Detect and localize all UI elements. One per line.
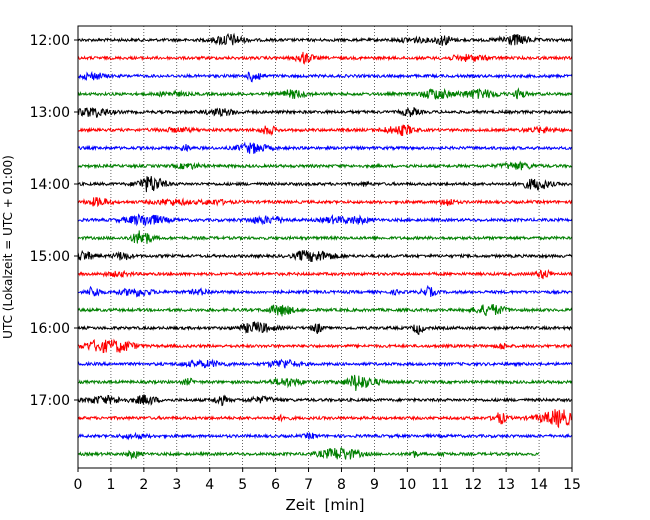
trace-1745 <box>77 446 540 460</box>
x-tick-label-13: 13 <box>497 477 515 493</box>
trace-1300 <box>77 106 573 118</box>
x-tick-label-9: 9 <box>370 477 379 493</box>
trace-1415 <box>77 197 573 208</box>
x-tick-label-6: 6 <box>271 477 280 493</box>
x-tick-label-7: 7 <box>304 477 313 493</box>
y-axis-label: UTC (Lokalzeit = UTC + 01:00) <box>1 155 15 339</box>
trace-1545 <box>77 304 573 317</box>
y-tick-label-5: 17:00 <box>30 393 70 409</box>
x-tick-label-14: 14 <box>530 477 548 493</box>
x-tick-label-12: 12 <box>464 477 482 493</box>
trace-1330 <box>77 141 573 154</box>
x-axis-ticks: 0 1 2 3 4 5 6 7 8 9 10 11 12 13 14 15 <box>74 468 581 493</box>
trace-1400 <box>77 176 573 193</box>
trace-1600 <box>77 321 573 336</box>
y-tick-label-1: 13:00 <box>30 105 70 121</box>
x-tick-label-10: 10 <box>398 477 416 493</box>
seismogram-traces <box>77 32 573 460</box>
trace-1615 <box>77 338 572 354</box>
trace-1500 <box>77 249 573 262</box>
trace-1430 <box>77 213 573 228</box>
x-tick-label-8: 8 <box>337 477 346 493</box>
x-tick-label-1: 1 <box>106 477 115 493</box>
trace-1730 <box>77 431 573 441</box>
trace-1445 <box>77 230 573 244</box>
trace-1715 <box>77 409 573 429</box>
y-tick-label-2: 14:00 <box>30 177 70 193</box>
x-tick-label-15: 15 <box>563 477 581 493</box>
y-axis-ticks: 12:00 13:00 14:00 15:00 16:00 17:00 <box>30 33 78 409</box>
x-tick-label-11: 11 <box>431 477 449 493</box>
trace-1215 <box>77 51 573 65</box>
y-tick-label-0: 12:00 <box>30 33 70 49</box>
trace-1700 <box>77 394 572 407</box>
trace-1345 <box>77 160 573 171</box>
trace-1315 <box>77 124 573 137</box>
x-axis-label: Zeit [min] <box>285 496 364 514</box>
y-tick-label-4: 16:00 <box>30 321 70 337</box>
trace-1200 <box>77 32 572 46</box>
x-tick-label-0: 0 <box>74 477 83 493</box>
plot-frame <box>77 25 573 469</box>
x-tick-label-3: 3 <box>172 477 181 493</box>
trace-1530 <box>77 284 573 298</box>
trace-1645 <box>77 374 573 392</box>
x-tick-label-4: 4 <box>205 477 214 493</box>
x-tick-label-2: 2 <box>139 477 148 493</box>
y-tick-label-3: 15:00 <box>30 249 70 265</box>
trace-1630 <box>77 358 573 369</box>
trace-1515 <box>77 268 572 280</box>
trace-1245 <box>77 87 573 100</box>
x-tick-label-5: 5 <box>238 477 247 493</box>
trace-1230 <box>77 70 573 83</box>
